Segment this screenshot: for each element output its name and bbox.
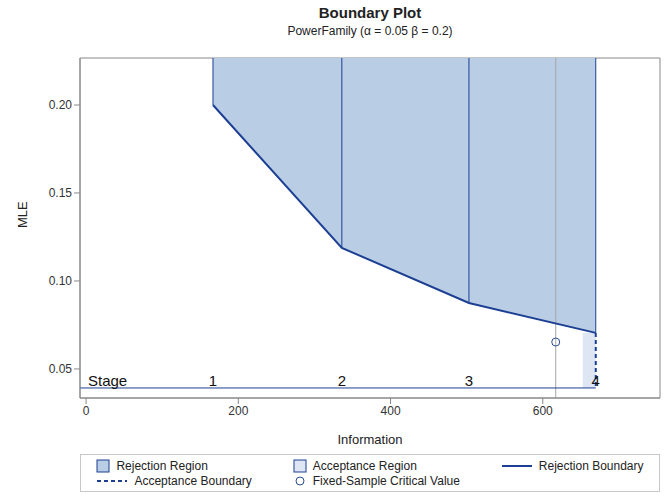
- svg-text:Stage: Stage: [88, 372, 127, 389]
- html-text:Rejection Boundary: Rejection Boundary: [538, 458, 644, 473]
- html-text:PowerFamily (α = 0.05 β = 0.2): PowerFamily (α = 0.05 β = 0.2): [287, 24, 453, 38]
- html-text:Acceptance Boundary: Acceptance Boundary: [134, 473, 252, 488]
- svg-text:0.15: 0.15: [49, 186, 73, 200]
- html-text:Acceptance Region: Acceptance Region: [312, 458, 417, 473]
- html-text:Fixed-Sample Critical Value: Fixed-Sample Critical Value: [312, 473, 460, 488]
- svg-text:0.10: 0.10: [49, 274, 73, 288]
- svg-text:400: 400: [381, 404, 401, 418]
- html-text:Boundary Plot: Boundary Plot: [318, 4, 422, 21]
- svg-text:Information: Information: [337, 432, 402, 447]
- html-text:Rejection Region: Rejection Region: [116, 458, 208, 473]
- svg-text:1: 1: [209, 372, 217, 389]
- svg-text:200: 200: [228, 404, 248, 418]
- svg-text:0.05: 0.05: [49, 362, 73, 376]
- svg-text:0.20: 0.20: [49, 98, 73, 112]
- svg-text:3: 3: [465, 372, 473, 389]
- svg-text:4: 4: [592, 372, 600, 389]
- svg-text:600: 600: [533, 404, 553, 418]
- svg-text:0: 0: [83, 404, 90, 418]
- svg-text:2: 2: [338, 372, 346, 389]
- svg-text:MLE: MLE: [15, 201, 30, 228]
